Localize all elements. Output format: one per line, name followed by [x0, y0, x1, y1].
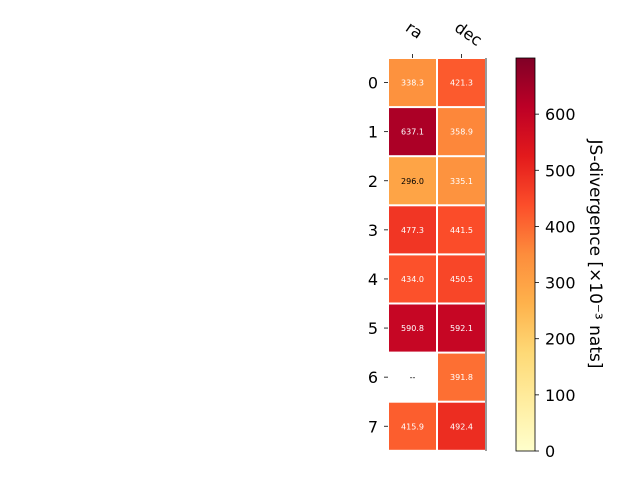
- heatmap-cell: [438, 402, 485, 450]
- cell-value-label: 590.8: [401, 324, 424, 333]
- heatmap-cell: [389, 206, 436, 254]
- heatmap-cell: [438, 206, 485, 254]
- colorbar-ticks: 0 100 200 300 400 500 600: [535, 105, 576, 461]
- colorbar-tick-label: 0: [545, 442, 555, 461]
- cell-value-label: 492.4: [450, 422, 473, 431]
- column-label: dec: [451, 18, 485, 50]
- column-tick-labels: ra dec: [402, 18, 486, 58]
- colorbar: [515, 57, 536, 452]
- cell-value-label: 391.8: [450, 373, 473, 382]
- heatmap-cell: [438, 59, 485, 107]
- heatmap-cell: [389, 108, 436, 156]
- cell-value-label: 592.1: [450, 324, 473, 333]
- cell-value-label: --: [410, 373, 416, 382]
- heatmap-cell: [389, 304, 436, 352]
- row-label: 4: [368, 270, 378, 289]
- cell-value-label: 338.3: [401, 79, 424, 88]
- heatmap-cell: [389, 59, 436, 107]
- colorbar-tick-label: 100: [545, 386, 576, 405]
- cell-value-label: 358.9: [450, 128, 473, 137]
- cell-value-label: 335.1: [450, 177, 473, 186]
- row-label: 1: [368, 123, 378, 142]
- cell-value-label: 296.0: [401, 177, 424, 186]
- heatmap-cell: [389, 402, 436, 450]
- colorbar-tick-label: 500: [545, 161, 576, 180]
- heatmap-cell: [438, 157, 485, 205]
- cell-value-label: 421.3: [450, 79, 473, 88]
- colorbar-label: JS-divergence [×10⁻³ nats]: [585, 139, 605, 369]
- cell-value-label: 441.5: [450, 226, 473, 235]
- cell-value-label: 637.1: [401, 128, 424, 137]
- row-tick-labels: 0 1 2 3 4 5 6 7: [368, 74, 388, 436]
- heatmap-cell: [389, 255, 436, 303]
- cell-value-label: 450.5: [450, 275, 473, 284]
- heatmap-cell: [438, 255, 485, 303]
- cell-value-label: 434.0: [401, 275, 424, 284]
- cell-value-label: 477.3: [401, 226, 424, 235]
- cell-value-label: 415.9: [401, 422, 424, 431]
- colorbar-tick-label: 300: [545, 274, 576, 293]
- colorbar-tick-label: 400: [545, 217, 576, 236]
- colorbar-tick-label: 600: [545, 105, 576, 124]
- row-label: 5: [368, 319, 378, 338]
- heatmap-cell: [438, 304, 485, 352]
- row-label: 3: [368, 221, 378, 240]
- column-label: ra: [402, 18, 426, 43]
- row-label: 7: [368, 417, 378, 436]
- row-label: 2: [368, 172, 378, 191]
- row-label: 0: [368, 74, 378, 93]
- heatmap-cell: [389, 157, 436, 205]
- heatmap-cell: [438, 108, 485, 156]
- heatmap-cell: [438, 353, 485, 401]
- heatmap-cells: 338.3 421.3 637.1 358.9 296.0 335.1 477.3 441.5…: [389, 59, 485, 450]
- row-label: 6: [368, 368, 378, 387]
- colorbar-tick-label: 200: [545, 330, 576, 349]
